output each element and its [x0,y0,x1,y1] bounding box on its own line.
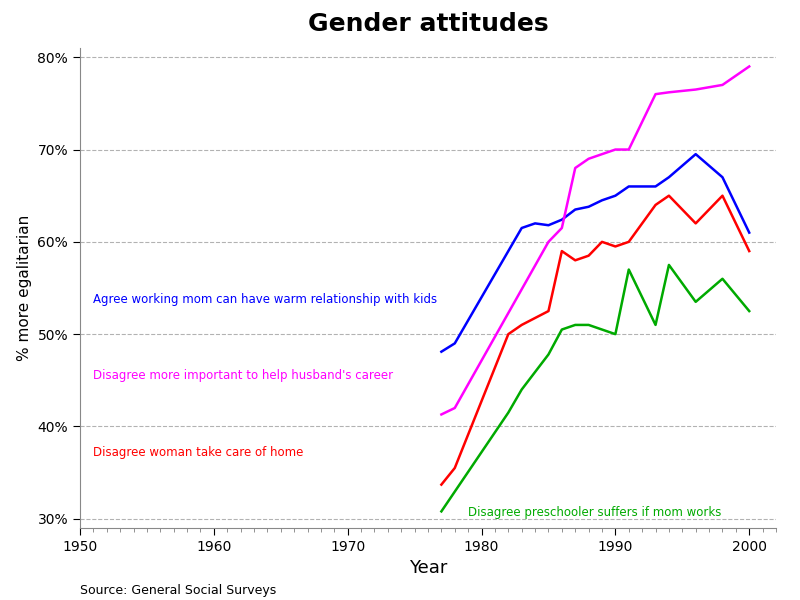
X-axis label: Year: Year [409,559,447,577]
Text: Disagree preschooler suffers if mom works: Disagree preschooler suffers if mom work… [468,506,722,519]
Text: Disagree more important to help husband's career: Disagree more important to help husband'… [94,369,394,382]
Text: Source: General Social Surveys: Source: General Social Surveys [80,584,276,597]
Text: Disagree woman take care of home: Disagree woman take care of home [94,446,304,459]
Text: Agree working mom can have warm relationship with kids: Agree working mom can have warm relation… [94,293,438,307]
Y-axis label: % more egalitarian: % more egalitarian [17,215,32,361]
Title: Gender attitudes: Gender attitudes [308,13,548,37]
